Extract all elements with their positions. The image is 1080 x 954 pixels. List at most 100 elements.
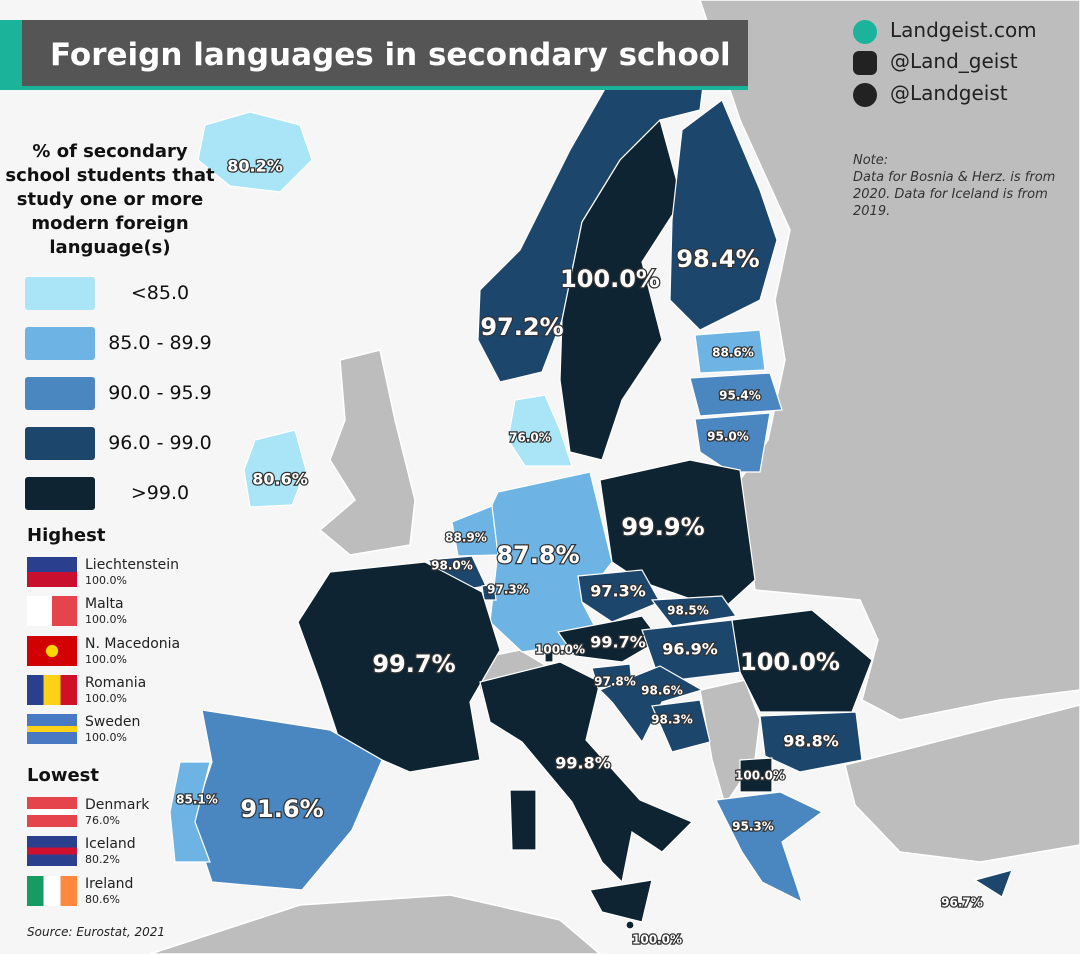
value: 100.0%: [85, 692, 127, 705]
countries: [169, 59, 1013, 930]
sweden: [559, 118, 683, 461]
note: Note: Data for Bosnia & Herz. is from 20…: [853, 153, 1068, 221]
legend-label: 85.0 - 89.9: [108, 332, 212, 354]
map-label: 88.6%: [712, 346, 754, 360]
map-label: 99.9%: [621, 513, 704, 541]
value: 100.0%: [85, 731, 127, 744]
value: 100.0%: [85, 574, 127, 587]
legend-swatch: [25, 277, 95, 310]
map-labels: 80.2% 80.6% 97.2% 100.0% 98.4% 88.6% 95.…: [175, 155, 984, 948]
flag: [27, 636, 77, 666]
austria: [556, 615, 661, 663]
flag: [27, 557, 77, 587]
legend-label: <85.0: [130, 282, 190, 304]
country: Ireland: [85, 876, 134, 892]
map-label: 100.0%: [735, 769, 785, 783]
website-icon: [853, 20, 877, 44]
note-heading: Note:: [853, 153, 889, 168]
sicily: [589, 879, 653, 923]
country: Iceland: [85, 836, 136, 852]
denmark: [507, 394, 573, 467]
latvia: [689, 372, 783, 417]
france: [297, 561, 501, 773]
lithuania: [694, 412, 771, 473]
slovakia: [650, 595, 738, 627]
twitter-icon: [853, 83, 877, 107]
finland: [669, 99, 778, 331]
map-label: 98.8%: [783, 732, 839, 751]
map-label: 97.8%: [594, 675, 636, 689]
source: Source: Eurostat, 2021: [27, 925, 165, 939]
country: N. Macedonia: [85, 636, 181, 652]
map-label: 76.0%: [509, 431, 551, 445]
map-label: 98.5%: [667, 604, 709, 618]
legend-title: % of secondary school students that stud…: [5, 141, 215, 258]
flag: [27, 596, 77, 626]
title: Foreign languages in secondary school: [0, 20, 748, 90]
legend-label: >99.0: [130, 482, 190, 504]
liechtenstein: [544, 649, 554, 663]
map-label: 98.0%: [431, 559, 473, 573]
map-label: 95.0%: [707, 430, 749, 444]
map-label: 95.3%: [732, 820, 774, 834]
legend-swatch: [25, 477, 95, 510]
country: Sweden: [85, 714, 141, 730]
map-label: 97.3%: [590, 582, 646, 601]
iceland: [197, 111, 313, 193]
map-label: 100.0%: [740, 648, 840, 676]
map-label: 96.7%: [941, 896, 983, 910]
instagram-icon: [853, 51, 877, 75]
value: 100.0%: [85, 653, 127, 666]
map-label: 97.2%: [480, 313, 563, 341]
sardinia: [509, 789, 537, 851]
bosnia: [651, 699, 711, 753]
value: 76.0%: [85, 814, 120, 827]
legend-label: 90.0 - 95.9: [108, 382, 212, 404]
malta: [625, 920, 635, 930]
country: Romania: [85, 675, 147, 691]
instagram: @Land_geist: [890, 49, 1018, 73]
flag: [27, 797, 77, 827]
map-label: 80.2%: [227, 157, 283, 176]
map-label: 88.9%: [445, 531, 487, 545]
north-macedonia: [739, 757, 773, 793]
map-label: 99.7%: [372, 650, 455, 678]
croatia: [598, 665, 704, 744]
map-label: 87.8%: [496, 541, 579, 569]
lowest-heading: Lowest: [27, 765, 99, 786]
map-label: 98.4%: [676, 245, 759, 273]
legend-label: 96.0 - 99.0: [108, 432, 212, 454]
country: Denmark: [85, 797, 150, 813]
flag: [27, 675, 77, 705]
value: 100.0%: [85, 613, 127, 626]
map-label: 98.6%: [641, 684, 683, 698]
country: Liechtenstein: [85, 557, 180, 573]
non-data-land: [149, 0, 1080, 954]
ireland: [243, 429, 307, 508]
cyprus: [973, 869, 1013, 898]
map-label: 91.6%: [240, 795, 323, 823]
value: 80.6%: [85, 893, 120, 906]
legend-swatch: [25, 377, 95, 410]
map-label: 98.3%: [651, 713, 693, 727]
legend-swatch: [25, 327, 95, 360]
highest-heading: Highest: [27, 525, 106, 546]
country: Malta: [85, 596, 124, 612]
value: 80.2%: [85, 853, 120, 866]
flag: [27, 836, 77, 866]
map-label: 100.0%: [632, 933, 682, 947]
map-label: 95.4%: [719, 389, 761, 403]
twitter: @Landgeist: [890, 81, 1008, 105]
map-label: 99.7%: [590, 633, 646, 652]
map-label: 85.1%: [176, 793, 218, 807]
map-label: 99.8%: [555, 754, 611, 773]
greece: [715, 791, 824, 904]
bulgaria: [759, 711, 863, 773]
map-label: 96.9%: [662, 640, 718, 659]
map-label: 97.3%: [487, 583, 529, 597]
map-label: 100.0%: [535, 643, 585, 657]
flag: [27, 714, 77, 744]
netherlands: [451, 505, 499, 557]
czechia: [577, 569, 661, 623]
